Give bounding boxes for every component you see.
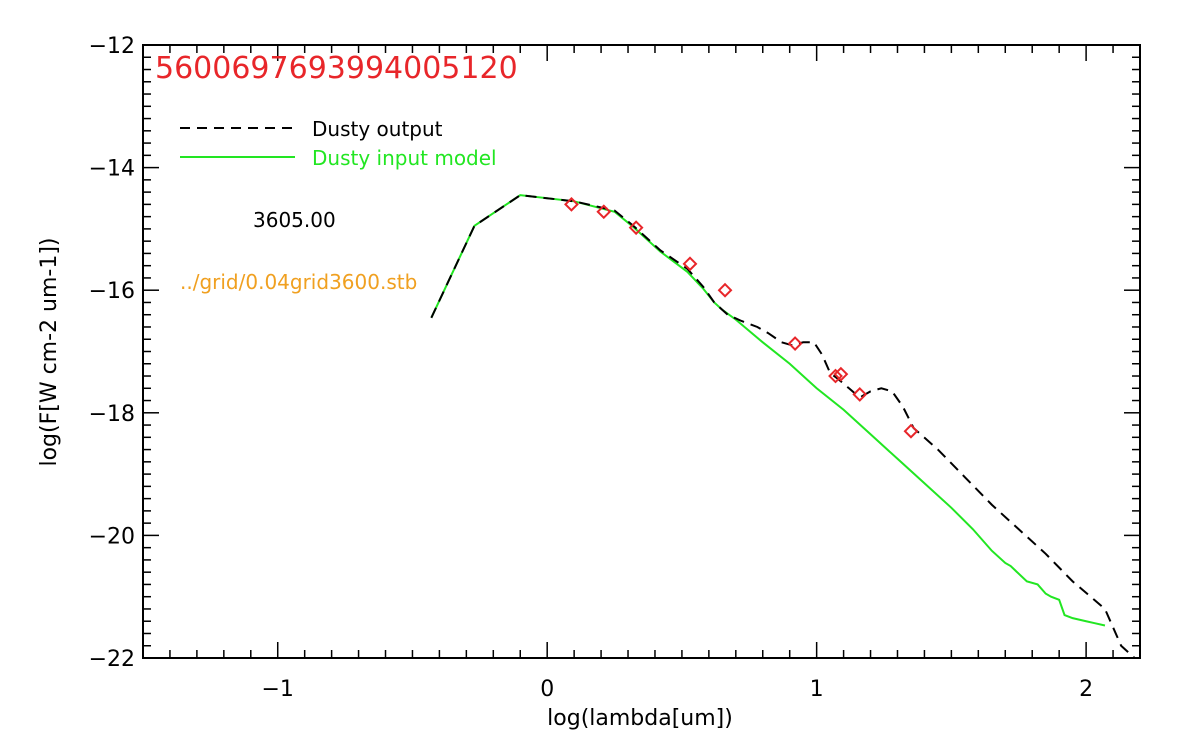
legend-model-label: Dusty input model [312,146,497,170]
y-tick-label: −18 [89,402,135,427]
y-tick-label: −16 [89,279,135,304]
y-tick-label: −22 [89,647,135,672]
y-tick-label: −12 [89,34,135,59]
legend: Dusty output Dusty input model [180,117,497,170]
data-point-diamond [596,204,612,220]
x-tick-label: −1 [262,677,294,702]
data-point-diamond [852,386,868,402]
y-tick-label: −14 [89,157,135,182]
data-point-diamond [682,256,698,272]
chart-title: 5600697693994005120 [155,51,518,86]
x-tick-label: 2 [1079,677,1093,702]
y-tick-label: −20 [89,524,135,549]
x-axis-label: log(lambda[um]) [547,706,733,731]
data-point-diamond [628,220,644,236]
plot-clipped-area [430,194,1136,658]
data-point-diamond [717,282,733,298]
x-tick-label: 1 [810,677,824,702]
axes: −1 0 1 2 −22 −20 −18 −16 −14 −12 [89,34,1141,702]
data-point-diamond [903,423,919,439]
data-point-diamond [828,368,843,384]
x-tick-label: 0 [540,677,554,702]
data-point-diamond [833,366,849,382]
plot-content [430,194,1136,658]
grid-file-annotation: ../grid/0.04grid3600.stb [180,270,417,294]
temperature-annotation: 3605.00 [253,208,336,232]
legend-output-label: Dusty output [312,117,443,141]
data-point-diamond [787,336,803,351]
data-point-diamond [564,196,579,212]
y-axis-label: log(F[W cm-2 um-1]) [37,237,62,466]
